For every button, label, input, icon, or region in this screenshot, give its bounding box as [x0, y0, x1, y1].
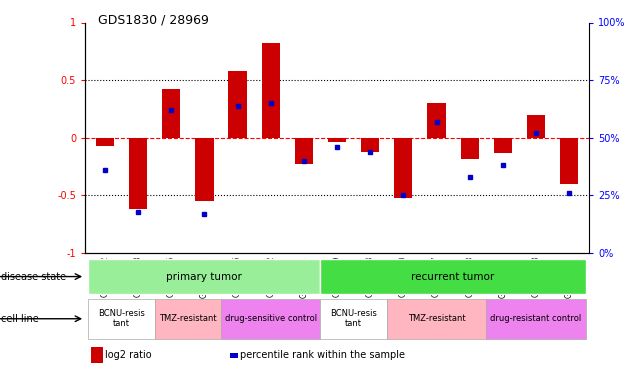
Bar — [427, 103, 445, 138]
Bar — [486, 299, 586, 339]
Bar — [261, 43, 280, 138]
Bar — [394, 138, 413, 198]
Bar — [96, 138, 114, 146]
Bar — [527, 115, 545, 138]
Bar — [321, 260, 586, 294]
Text: TMZ-resistant: TMZ-resistant — [408, 314, 466, 323]
Bar — [155, 299, 221, 339]
Bar — [229, 71, 247, 138]
Text: GDS1830 / 28969: GDS1830 / 28969 — [98, 13, 209, 26]
Text: log2 ratio: log2 ratio — [105, 350, 152, 360]
Bar — [295, 138, 313, 164]
Bar — [88, 299, 155, 339]
Bar — [387, 299, 486, 339]
Bar — [88, 260, 321, 294]
Bar — [361, 138, 379, 152]
Bar — [195, 138, 214, 201]
Bar — [494, 138, 512, 153]
Text: drug-resistant control: drug-resistant control — [490, 314, 581, 323]
Bar — [129, 138, 147, 209]
Text: recurrent tumor: recurrent tumor — [411, 272, 495, 282]
Bar — [162, 89, 180, 138]
Bar — [328, 138, 346, 142]
Bar — [221, 299, 321, 339]
Bar — [321, 299, 387, 339]
Text: BCNU-resis
tant: BCNU-resis tant — [98, 309, 145, 328]
Text: percentile rank within the sample: percentile rank within the sample — [240, 350, 405, 360]
Text: cell line: cell line — [1, 315, 39, 324]
Bar — [461, 138, 479, 159]
Bar — [560, 138, 578, 184]
Text: BCNU-resis
tant: BCNU-resis tant — [330, 309, 377, 328]
Text: drug-sensitive control: drug-sensitive control — [225, 314, 317, 323]
Text: TMZ-resistant: TMZ-resistant — [159, 314, 217, 323]
Text: disease state: disease state — [1, 272, 66, 282]
Text: primary tumor: primary tumor — [166, 272, 243, 282]
